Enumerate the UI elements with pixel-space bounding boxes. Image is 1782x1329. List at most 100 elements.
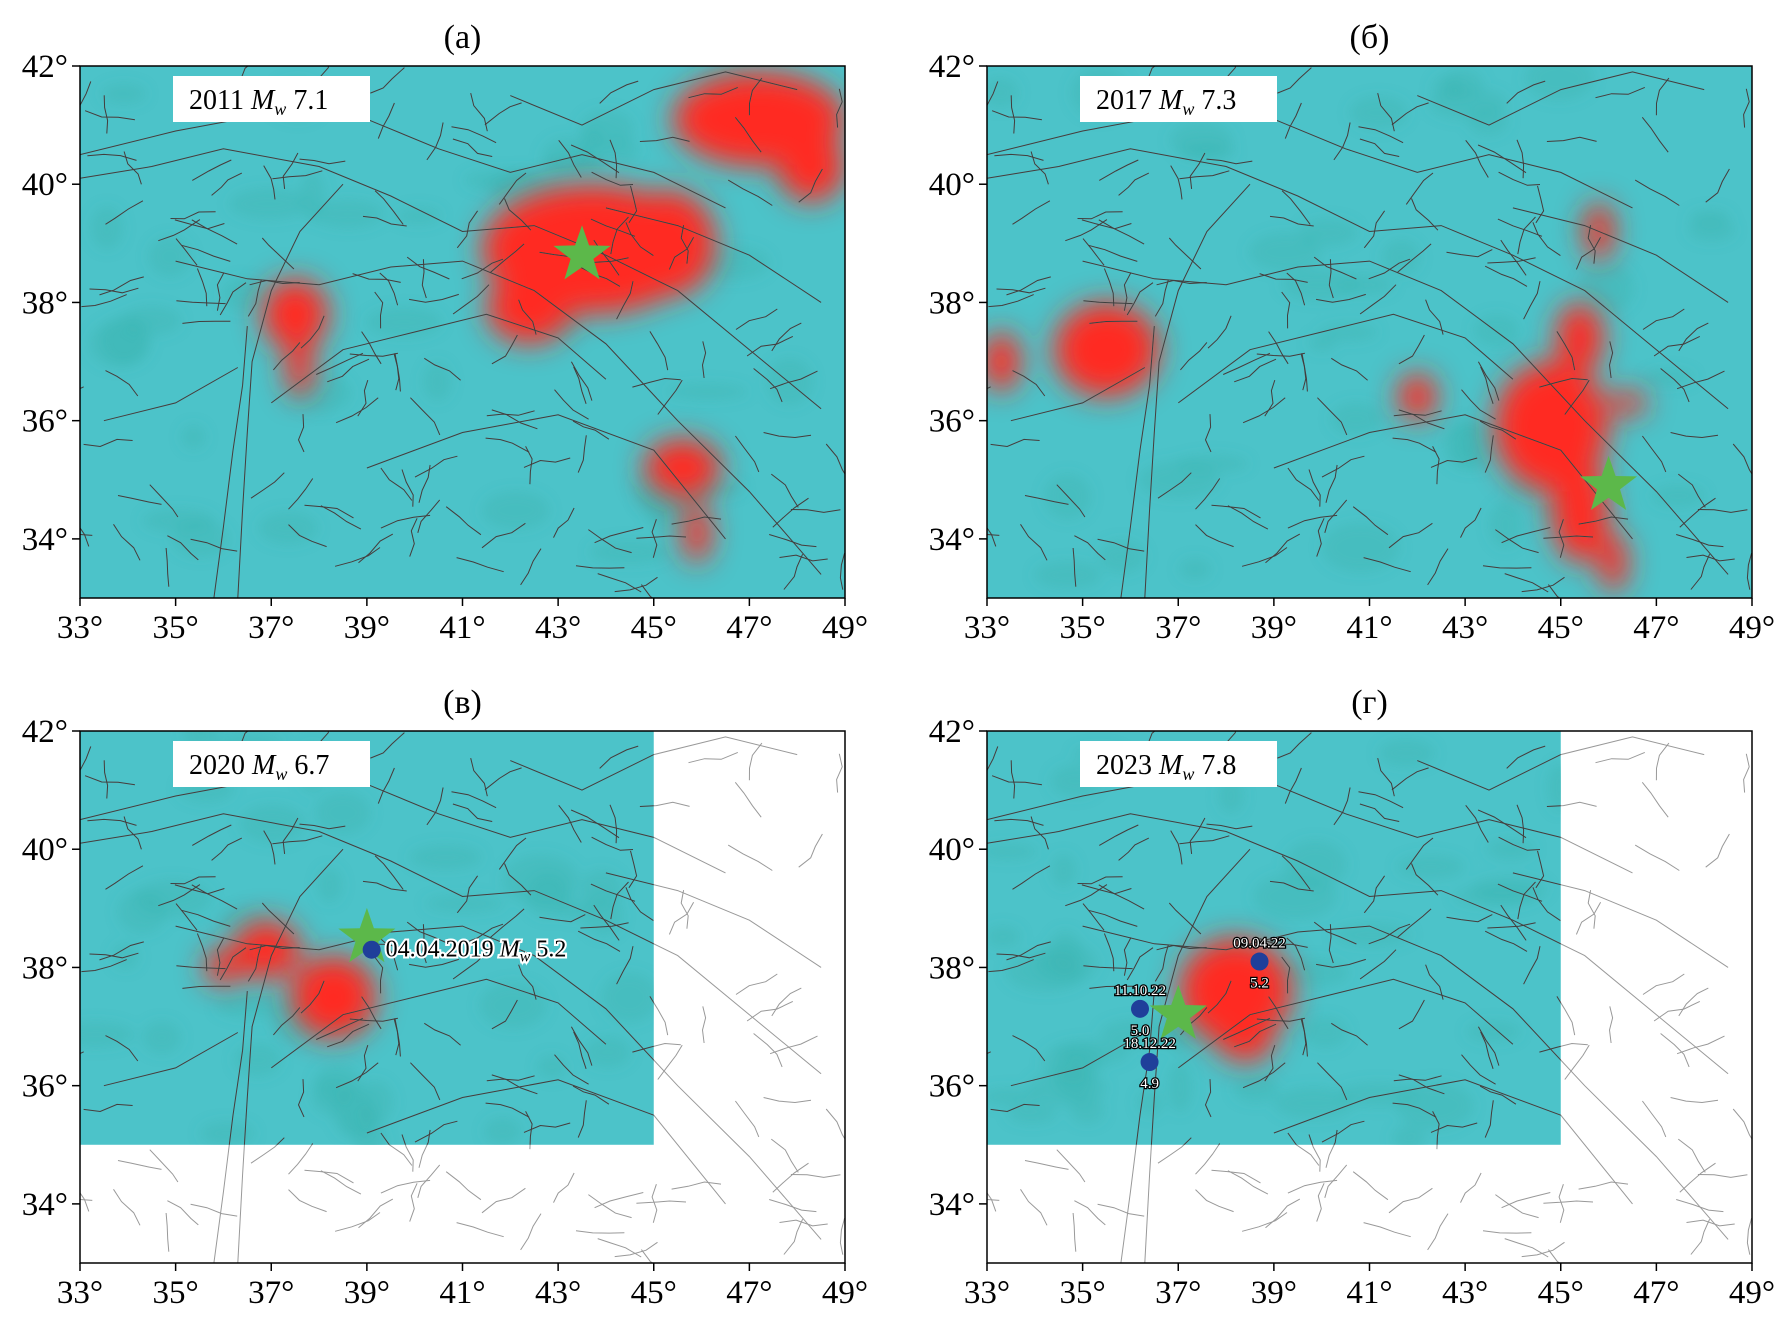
anomaly-0 — [233, 920, 300, 980]
anomaly-layer — [204, 920, 377, 1039]
x-tick-label: 45° — [631, 1275, 677, 1311]
event-title: 2017 Mw 7.3 — [1096, 85, 1236, 119]
x-tick-label: 41° — [439, 610, 485, 646]
y-tick-label: 38° — [929, 285, 975, 321]
x-tick-label: 35° — [153, 610, 199, 646]
event-dot — [1131, 999, 1149, 1018]
anomaly-1 — [1216, 1014, 1274, 1063]
epicenter-star-icon — [553, 225, 611, 280]
epicenter-star-icon — [338, 907, 396, 963]
x-tick-label: 33° — [964, 1275, 1010, 1311]
y-tick-label: 36° — [22, 404, 68, 440]
event-dot — [1250, 952, 1269, 971]
epicenter-star-icon — [1149, 984, 1207, 1039]
fault-lines — [80, 66, 845, 598]
map-panel-1: 33° 35° 37° 39° 41° 43° 45° 47° 49° 34° 36° 38° 40° 4… — [929, 19, 1775, 646]
x-tick-label: 49° — [1729, 1275, 1775, 1311]
y-tick-label: 42° — [929, 714, 975, 750]
y-tick-label: 40° — [22, 167, 68, 203]
map-panel-0: 33° 35° 37° 39° 41° 43° 45° 47° 49° 34° 36° 38° 40° 4… — [22, 19, 868, 646]
event-magnitude: 5.2 — [1250, 976, 1269, 992]
event-title: 2023 Mw 7.8 — [1096, 750, 1236, 784]
x-tick-label: 43° — [1442, 610, 1488, 646]
anomaly-5 — [1555, 302, 1604, 374]
anomaly-7 — [644, 438, 721, 498]
y-tick-label: 36° — [929, 1069, 975, 1105]
x-tick-label: 45° — [1538, 610, 1584, 646]
x-tick-label: 37° — [1155, 610, 1201, 646]
x-tick-label: 41° — [1346, 610, 1392, 646]
anomaly-1 — [987, 332, 1021, 392]
anomaly-layer — [987, 201, 1647, 593]
x-tick-label: 47° — [1633, 1275, 1679, 1311]
x-tick-label: 45° — [631, 610, 677, 646]
x-tick-label: 33° — [964, 610, 1010, 646]
y-tick-label: 38° — [22, 285, 68, 321]
fault-lines — [80, 731, 654, 1145]
x-tick-label: 39° — [1251, 1275, 1297, 1311]
map-panel-3: 33° 35° 37° 39° 41° 43° 45° 47° 49° 34° 36° 38° 40° 4… — [929, 684, 1775, 1311]
map-panel-2: 33° 35° 37° 39° 41° 43° 45° 47° 49° 34° 36° 38° 40° 4… — [22, 684, 868, 1311]
x-tick-label: 39° — [344, 1275, 390, 1311]
event-title-box — [1080, 76, 1277, 122]
x-tick-label: 49° — [1729, 610, 1775, 646]
anomaly-2 — [204, 949, 243, 986]
y-tick-label: 38° — [929, 950, 975, 986]
x-tick-label: 33° — [57, 1275, 103, 1311]
x-tick-label: 45° — [1538, 1275, 1584, 1311]
anomaly-8 — [1608, 391, 1647, 415]
x-tick-label: 35° — [1060, 1275, 1106, 1311]
x-tick-label: 49° — [822, 610, 868, 646]
y-tick-label: 34° — [929, 1187, 975, 1223]
event-title-box — [173, 741, 370, 787]
x-tick-label: 35° — [1060, 610, 1106, 646]
x-tick-label: 37° — [1155, 1275, 1201, 1311]
y-tick-label: 42° — [929, 49, 975, 85]
event-title-box — [1080, 741, 1277, 787]
event-magnitude: 4.9 — [1140, 1076, 1159, 1092]
x-tick-label: 43° — [1442, 1275, 1488, 1311]
y-tick-label: 40° — [22, 832, 68, 868]
x-tick-label: 43° — [535, 610, 581, 646]
y-tick-label: 40° — [929, 167, 975, 203]
x-tick-label: 41° — [1346, 1275, 1392, 1311]
anomaly-0 — [1053, 302, 1160, 398]
x-tick-label: 43° — [535, 1275, 581, 1311]
panel-letter: (в) — [443, 684, 482, 721]
anomaly-6 — [285, 337, 315, 398]
x-tick-label: 37° — [248, 610, 294, 646]
y-tick-label: 36° — [929, 404, 975, 440]
anomaly-8 — [682, 503, 712, 563]
x-tick-label: 35° — [153, 1275, 199, 1311]
anomaly-3 — [1551, 456, 1609, 563]
y-tick-label: 36° — [22, 1069, 68, 1105]
fault-lines — [987, 66, 1752, 598]
x-tick-label: 41° — [439, 1275, 485, 1311]
panel-letter: (а) — [444, 19, 482, 56]
event-dot — [362, 940, 381, 959]
anomaly-7 — [1398, 373, 1437, 421]
event-title: 2020 Mw 6.7 — [189, 750, 329, 784]
y-tick-label: 34° — [929, 522, 975, 558]
y-tick-label: 38° — [22, 950, 68, 986]
y-tick-label: 42° — [22, 714, 68, 750]
anomaly-5 — [261, 278, 329, 350]
y-tick-label: 34° — [22, 522, 68, 558]
event-date: 11.10.22 — [1114, 983, 1166, 999]
anomaly-1 — [290, 955, 377, 1039]
event-label: 04.04.2019 Mw 5.2 — [386, 937, 567, 966]
epicenter-star-icon — [1580, 455, 1638, 510]
y-tick-label: 34° — [22, 1187, 68, 1223]
x-tick-label: 37° — [248, 1275, 294, 1311]
fault-lines — [987, 731, 1561, 1145]
panel-letter: (г) — [1351, 684, 1388, 721]
x-tick-label: 47° — [726, 1275, 772, 1311]
panel-letter: (б) — [1350, 19, 1390, 56]
x-tick-label: 47° — [726, 610, 772, 646]
event-magnitude: 5.0 — [1131, 1023, 1150, 1039]
x-tick-label: 47° — [1633, 610, 1679, 646]
x-tick-label: 39° — [1251, 610, 1297, 646]
event-title-box — [173, 76, 370, 122]
anomaly-4 — [1599, 532, 1628, 593]
